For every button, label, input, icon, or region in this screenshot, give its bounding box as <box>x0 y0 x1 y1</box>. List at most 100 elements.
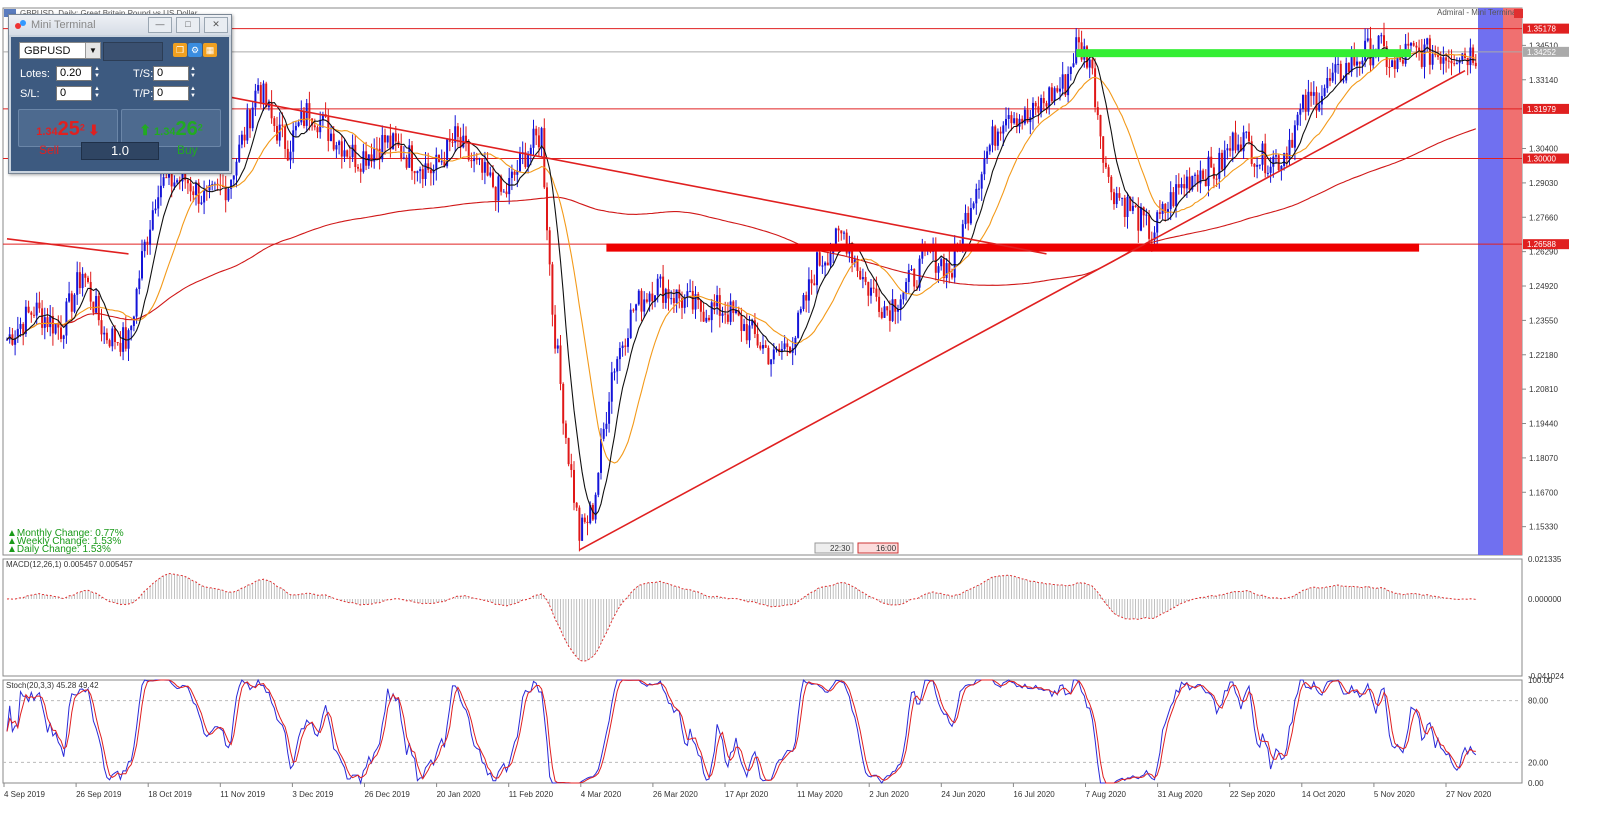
candle-body <box>662 276 665 303</box>
candle-body <box>335 145 338 150</box>
candle-body <box>297 122 300 126</box>
sell-button[interactable]: Sell <box>39 143 60 157</box>
candle-body <box>1453 63 1456 65</box>
candle-body <box>1442 57 1445 64</box>
candle-body <box>654 295 656 302</box>
candle-body <box>816 252 818 286</box>
candle-body <box>632 309 635 311</box>
candle-body <box>143 241 146 252</box>
candle-body <box>986 151 989 159</box>
lots-stepper-icon[interactable]: ▲ ▼ <box>94 66 100 79</box>
candle-body <box>1256 164 1259 167</box>
level-price-label: 1.31979 <box>1527 105 1556 114</box>
buy-button[interactable]: Buy <box>177 143 198 157</box>
candle-body <box>783 343 786 350</box>
candle-body <box>1091 59 1094 69</box>
candle-body <box>894 299 897 312</box>
candle-body <box>864 277 867 282</box>
ts-stepper-icon[interactable]: ▲ ▼ <box>190 66 196 79</box>
candle-body <box>651 293 654 302</box>
candle-body <box>629 309 632 339</box>
candle-body <box>867 281 870 296</box>
candle-body <box>49 315 52 328</box>
layout-icon[interactable]: ▦ <box>203 43 217 57</box>
minimize-icon[interactable]: — <box>148 17 172 33</box>
candle-body <box>211 183 214 185</box>
candle-body <box>602 428 605 439</box>
price-tick-label: 1.23550 <box>1529 316 1558 325</box>
candle-body <box>240 134 243 145</box>
candle-body <box>996 131 999 146</box>
ma-200-line <box>6 128 1477 341</box>
candle-body <box>57 323 60 328</box>
candle-body <box>243 134 246 141</box>
sell-price-button[interactable]: 1.34252 ⬇ <box>18 109 118 147</box>
candle-body <box>60 327 62 339</box>
tp-input[interactable] <box>153 86 189 101</box>
candle-body <box>68 293 71 302</box>
candle-body <box>173 182 176 187</box>
candle-body <box>203 190 206 203</box>
restore-icon[interactable]: □ <box>176 17 200 33</box>
macd-tick-label: 0.000000 <box>1528 595 1562 604</box>
candle-body <box>1437 54 1439 57</box>
level-price-tag <box>1523 153 1569 164</box>
candle-body <box>988 145 991 152</box>
candle-body <box>556 345 559 349</box>
level-price-label: 1.30000 <box>1527 155 1556 164</box>
candle-body <box>1423 44 1426 67</box>
candle-body <box>883 306 886 318</box>
close-icon[interactable]: ✕ <box>204 17 228 33</box>
buy-price-button[interactable]: ⬆ 1.34262 <box>121 109 221 147</box>
lots-input[interactable] <box>56 66 92 81</box>
candle-body <box>114 328 116 343</box>
candle-body <box>575 502 578 508</box>
candle-body <box>1248 131 1250 142</box>
sl-stepper-icon[interactable]: ▲ ▼ <box>94 86 100 99</box>
candle-body <box>230 179 233 189</box>
candle-body <box>1299 108 1302 115</box>
candle-body <box>1072 63 1075 67</box>
copy-icon[interactable]: ❐ <box>173 43 187 57</box>
chevron-down-icon[interactable]: ▼ <box>85 43 100 58</box>
candles <box>6 22 1477 552</box>
candle-body <box>1242 132 1245 152</box>
candle-body <box>1067 73 1070 96</box>
candle-body <box>338 141 341 146</box>
sl-input[interactable] <box>56 86 92 101</box>
stoch-panel <box>2 679 1523 784</box>
level-price-label: 1.26588 <box>1527 240 1556 249</box>
stoch-tick-label: 80.00 <box>1528 697 1549 706</box>
settings-icon[interactable]: ⚙ <box>188 43 202 57</box>
candle-body <box>427 163 430 170</box>
symbol-select[interactable]: GBPUSD ▼ <box>19 42 101 59</box>
candle-body <box>141 251 143 279</box>
tp-stepper-icon[interactable]: ▲ ▼ <box>190 86 196 99</box>
candle-body <box>907 270 910 283</box>
candle-body <box>456 126 459 137</box>
macd-panel <box>2 558 1523 677</box>
candle-body <box>1337 63 1340 65</box>
candle-body <box>186 180 189 184</box>
candle-body <box>540 128 543 148</box>
mini-terminal-window[interactable]: Mini Terminal — □ ✕ GBPUSD ▼ ❐ ⚙ ▦ Lotes… <box>8 14 232 174</box>
candle-body <box>1148 214 1151 239</box>
candle-body <box>419 169 422 172</box>
lot-multiplier-field[interactable]: 1.0 <box>81 142 159 160</box>
candle-body <box>913 268 916 287</box>
ts-input[interactable] <box>153 66 189 81</box>
candle-body <box>435 154 438 170</box>
candle-body <box>340 141 343 157</box>
candle-body <box>111 328 114 347</box>
candle-body <box>151 210 154 230</box>
candle-body <box>1229 148 1232 151</box>
candle-body <box>429 169 432 174</box>
candle-body <box>570 464 573 470</box>
chart-settings-icon[interactable] <box>1514 9 1523 18</box>
candle-body <box>6 339 8 341</box>
candle-body <box>408 145 411 168</box>
candle-body <box>1145 214 1148 216</box>
candle-body <box>980 174 983 189</box>
mini-terminal-titlebar[interactable]: Mini Terminal — □ ✕ <box>9 15 231 35</box>
